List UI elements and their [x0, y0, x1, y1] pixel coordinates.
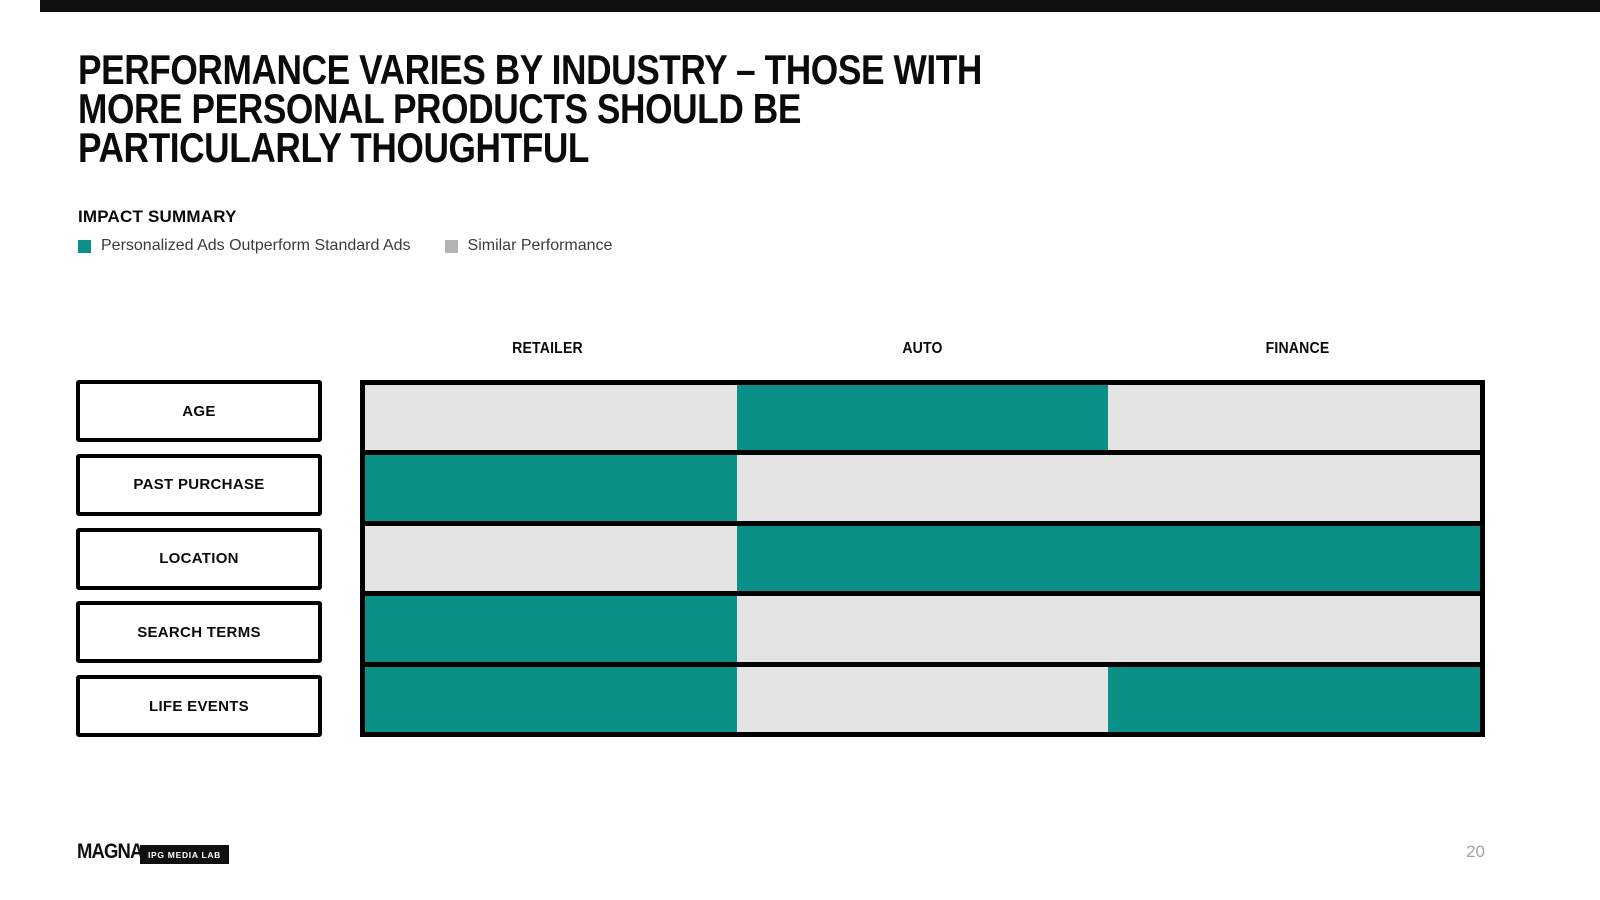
- matrix-cell-past-purchase-auto: [736, 455, 1109, 521]
- matrix-row-search-terms: [365, 596, 1481, 667]
- matrix-cell-life-events-finance: [1108, 666, 1481, 733]
- ipg-media-lab-badge: IPG MEDIA LAB: [140, 845, 230, 864]
- matrix-cell-location-auto: [736, 525, 1109, 592]
- row-label-age: AGE: [76, 380, 322, 442]
- legend: Personalized Ads Outperform Standard Ads…: [78, 237, 612, 255]
- matrix-row-location: [365, 525, 1481, 597]
- slide-title: PERFORMANCE VARIES BY INDUSTRY – THOSE W…: [78, 46, 982, 172]
- impact-matrix: [360, 380, 1485, 737]
- matrix-cell-location-retailer: [365, 525, 737, 592]
- legend-item-similar: Similar Performance: [444, 237, 613, 255]
- legend-label-outperform: Personalized Ads Outperform Standard Ads: [101, 237, 411, 254]
- row-label-past-purchase: PAST PURCHASE: [76, 453, 322, 516]
- column-header-finance: FINANCE: [1265, 340, 1330, 357]
- matrix-cell-age-retailer: [365, 385, 737, 451]
- matrix-cell-life-events-retailer: [365, 666, 737, 733]
- row-label-life-events: LIFE EVENTS: [76, 675, 322, 737]
- row-label-location: LOCATION: [76, 527, 322, 590]
- matrix-row-life-events: [365, 666, 1481, 733]
- top-accent-bar: [40, 0, 1600, 12]
- legend-item-outperform: Personalized Ads Outperform Standard Ads: [78, 237, 411, 255]
- column-header-auto: AUTO: [902, 340, 943, 357]
- matrix-cell-age-finance: [1108, 385, 1481, 451]
- matrix-row-past-purchase: [365, 455, 1481, 526]
- legend-swatch-outperform-icon: [78, 239, 91, 253]
- matrix-cell-search-terms-auto: [736, 596, 1109, 662]
- matrix-row-age: [365, 385, 1481, 456]
- column-headers: RETAILER AUTO FINANCE: [360, 340, 1485, 358]
- matrix-cell-search-terms-retailer: [365, 596, 737, 662]
- matrix-cell-search-terms-finance: [1108, 596, 1481, 662]
- legend-swatch-similar-icon: [444, 239, 458, 253]
- row-label-search-terms: SEARCH TERMS: [76, 601, 322, 664]
- column-header-retailer: RETAILER: [512, 340, 583, 357]
- matrix-cell-age-auto: [736, 385, 1109, 451]
- impact-summary-label: IMPACT SUMMARY: [78, 207, 237, 226]
- matrix-cell-location-finance: [1108, 525, 1481, 592]
- legend-label-similar: Similar Performance: [467, 237, 613, 254]
- page-number: 20: [1466, 842, 1485, 861]
- row-labels: AGE PAST PURCHASE LOCATION SEARCH TERMS …: [76, 380, 322, 737]
- matrix-cell-life-events-auto: [736, 666, 1109, 733]
- matrix-cell-past-purchase-retailer: [365, 455, 737, 521]
- magna-logo: MAGNA: [77, 840, 143, 863]
- matrix-cell-past-purchase-finance: [1108, 455, 1481, 521]
